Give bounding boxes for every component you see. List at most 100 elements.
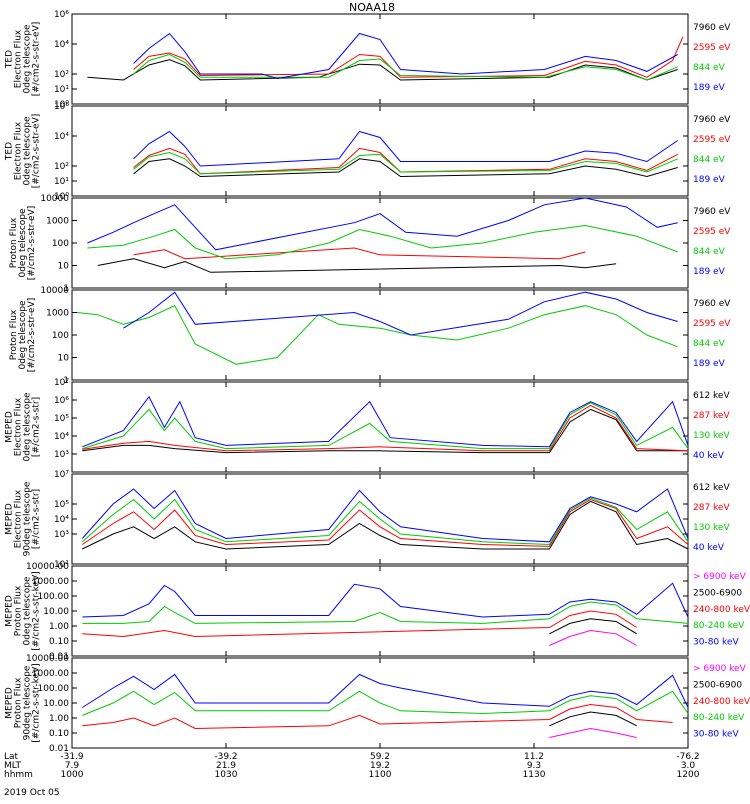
panel-frame — [72, 198, 688, 288]
y-axis-label-line: [#/cm2-s-str] — [32, 397, 42, 457]
y-tick-label: 10¹ — [54, 85, 69, 95]
series-line — [134, 34, 678, 79]
legend-entry: 189 eV — [693, 359, 726, 369]
legend-entry: 40 keV — [693, 451, 725, 461]
y-axis-label: MEPEDElectron Flux90deg telescope[#/cm2-… — [5, 481, 42, 556]
legend-entry: 2595 eV — [693, 319, 731, 329]
legend-entry: 844 eV — [693, 63, 726, 73]
y-tick-label: 10000.00 — [26, 654, 69, 664]
y-tick-label: 1000 — [46, 309, 69, 319]
legend-entry: 2595 eV — [693, 43, 731, 53]
legend-entry: 189 eV — [693, 175, 726, 185]
y-tick-label: 1.00 — [49, 714, 69, 724]
legend-entry: 612 keV — [693, 483, 730, 493]
legend-entry: 612 keV — [693, 391, 730, 401]
legend-entry: > 6900 keV — [693, 664, 747, 674]
y-tick-label: 10² — [54, 70, 69, 80]
y-tick-label: 100 — [52, 331, 69, 341]
series-line — [549, 729, 636, 738]
y-axis-label: TEDElectron Flux0deg telescope[#/cm2-s-s… — [5, 22, 42, 97]
y-tick-label: 10⁶ — [54, 10, 69, 20]
y-axis-label: MEPEDProton Flux90deg telescope[#/cm2-s-… — [5, 663, 42, 742]
legend-entry: 844 eV — [693, 155, 726, 165]
legend-entry: 240-800 keV — [693, 605, 750, 615]
legend-entry: 7960 eV — [693, 207, 731, 217]
series-line — [77, 306, 678, 365]
y-tick-label: 10³ — [54, 450, 69, 460]
x-hhmm-value: 1100 — [369, 770, 392, 780]
series-line — [82, 691, 688, 715]
panel-7: 0.010.101.0010.00100.001000.0010000.00ME… — [5, 562, 750, 662]
y-tick-label: 10⁴ — [54, 132, 69, 142]
y-tick-label: 10⁶ — [54, 396, 69, 406]
x-row-label: hhmm — [4, 770, 33, 780]
legend-entry: 189 eV — [693, 83, 726, 93]
legend-entry: 2595 eV — [693, 227, 731, 237]
panel-frame — [72, 106, 688, 196]
series-line — [549, 631, 636, 646]
y-tick-label: 10⁴ — [54, 40, 69, 50]
legend-entry: 130 keV — [693, 431, 730, 441]
legend-entry: 80-240 keV — [693, 713, 745, 723]
y-tick-label: 10⁷ — [54, 470, 69, 480]
y-tick-label: 10⁶ — [54, 102, 69, 112]
panel-frame — [72, 566, 688, 656]
y-axis-label-line: [#/cm2-s-str-eV] — [27, 298, 37, 373]
series-line — [549, 619, 636, 634]
y-tick-label: 100 — [52, 239, 69, 249]
series-line — [82, 611, 636, 637]
series-line — [134, 153, 678, 174]
series-line — [82, 409, 688, 452]
y-axis-label-line: [#/cm2-s-str-eV] — [27, 206, 37, 281]
chart-title: NOAA18 — [349, 1, 395, 14]
series-line — [134, 37, 683, 78]
y-axis-label-line: [#/cm2-s-str-eV] — [32, 22, 42, 97]
y-tick-label: 10⁷ — [54, 378, 69, 388]
x-hhmm-value: 1030 — [215, 770, 238, 780]
y-axis-label-line: [#/cm2-s-str] — [32, 489, 42, 549]
series-line — [549, 712, 636, 726]
y-axis-label-line: [#/cm2-s-str-keV] — [32, 571, 42, 650]
y-axis-label: MEPEDProton Flux0deg telescope[#/cm2-s-s… — [5, 571, 42, 650]
series-line — [82, 403, 688, 449]
legend-entry: 2500-6900 — [693, 588, 742, 598]
legend-entry: > 6900 keV — [693, 572, 747, 582]
legend-entry: 240-800 keV — [693, 697, 750, 707]
y-tick-label: 10² — [54, 162, 69, 172]
legend-entry: 7960 eV — [693, 23, 731, 33]
y-tick-label: 10⁴ — [54, 432, 69, 442]
panel-frame — [72, 290, 688, 380]
series-line — [82, 675, 688, 708]
legend-entry: 189 eV — [693, 267, 726, 277]
y-tick-label: 10.00 — [43, 699, 69, 709]
y-tick-label: 10⁵ — [54, 414, 69, 424]
series-line — [82, 489, 688, 542]
series-line — [82, 397, 688, 447]
legend-entry: 7960 eV — [693, 115, 731, 125]
y-axis-label-line: [#/cm2-s-str-keV] — [32, 663, 42, 742]
y-tick-label: 100.00 — [38, 684, 70, 694]
legend-entry: 130 keV — [693, 523, 730, 533]
series-line — [87, 60, 677, 80]
legend-entry: 80-240 keV — [693, 621, 745, 631]
legend-entry: 2500-6900 — [693, 680, 742, 690]
y-axis-label: TEDElectron Flux0deg telescope[#/cm2-s-s… — [5, 114, 42, 189]
legend-entry: 30-80 keV — [693, 638, 739, 648]
y-tick-label: 10¹ — [54, 177, 69, 187]
y-tick-label: 10000.00 — [26, 562, 69, 572]
legend-entry: 287 keV — [693, 411, 730, 421]
y-tick-label: 10⁵ — [54, 500, 69, 510]
x-hhmm-value: 1200 — [677, 770, 700, 780]
series-line — [82, 501, 688, 549]
y-tick-label: 10³ — [54, 530, 69, 540]
series-line — [82, 705, 672, 729]
series-line — [123, 292, 677, 335]
series-line — [134, 132, 678, 167]
legend-entry: 844 eV — [693, 247, 726, 257]
